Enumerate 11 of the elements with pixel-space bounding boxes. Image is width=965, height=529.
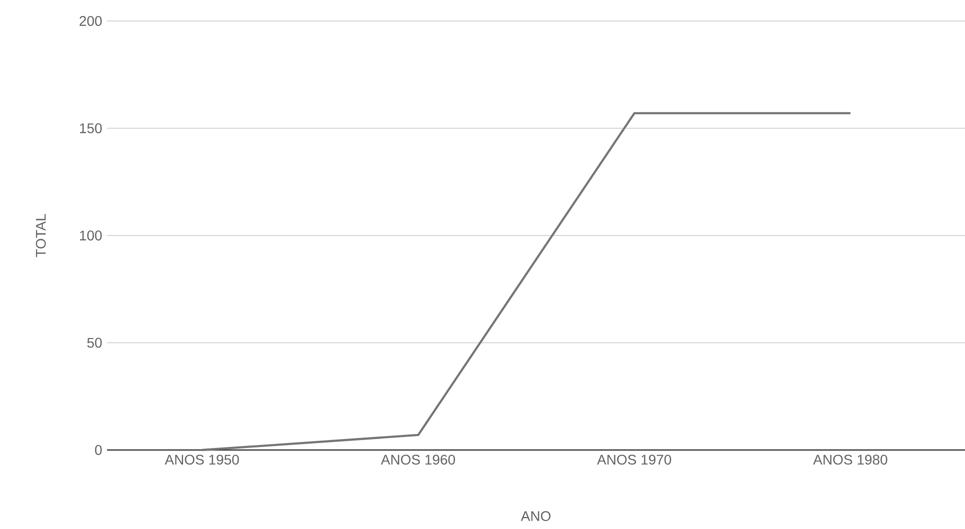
- x-tick-label: ANOS 1950: [164, 454, 239, 465]
- y-tick-label: 50: [87, 338, 102, 348]
- y-tick-label: 0: [95, 445, 102, 455]
- y-axis-title: TOTAL: [36, 214, 46, 258]
- y-tick-label: 200: [80, 16, 102, 26]
- x-axis-title: ANO: [520, 511, 550, 522]
- y-tick-label: 100: [80, 230, 102, 240]
- x-tick-label: ANOS 1980: [813, 454, 888, 465]
- x-tick-label: ANOS 1960: [380, 454, 456, 465]
- y-tick-label: 150: [80, 123, 102, 134]
- x-tick-label: ANOS 1970: [597, 454, 672, 465]
